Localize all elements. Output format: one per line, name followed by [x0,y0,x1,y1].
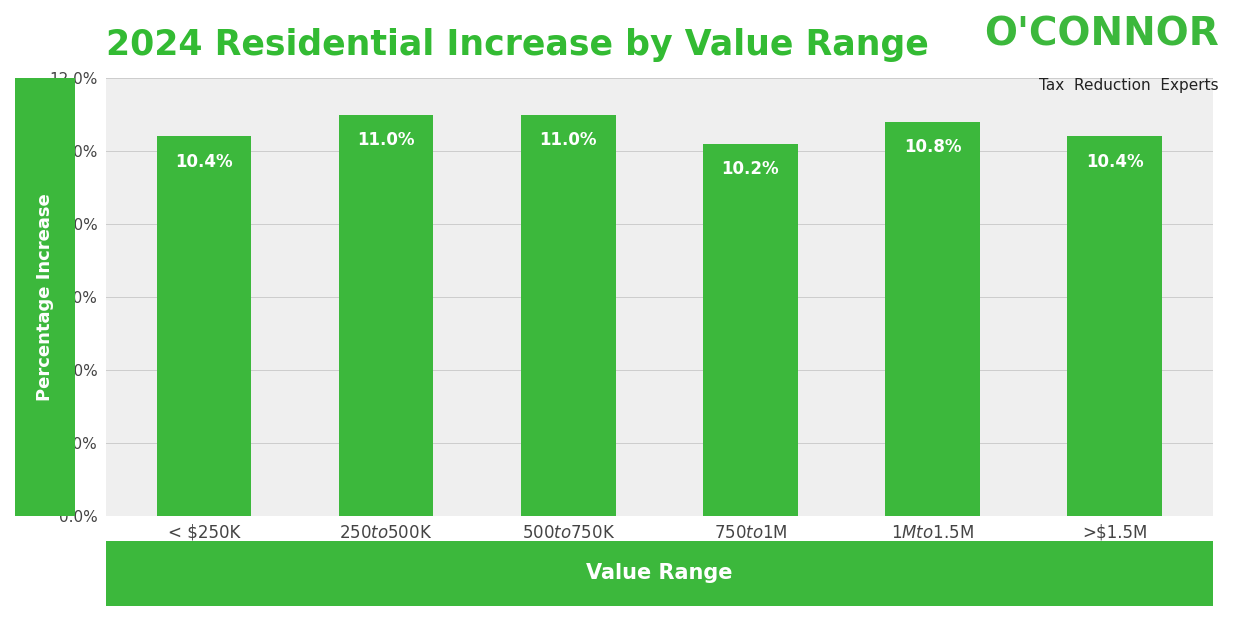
Bar [521,114,616,516]
Bar [885,122,980,516]
Text: 2024 Residential Increase by Value Range: 2024 Residential Increase by Value Range [106,28,929,62]
Text: 10.8%: 10.8% [904,138,961,156]
Text: Value Range: Value Range [586,564,732,584]
Text: 11.0%: 11.0% [357,131,415,149]
Text: Percentage Increase: Percentage Increase [36,193,54,401]
Bar [339,114,434,516]
Text: 10.4%: 10.4% [1086,153,1144,171]
Bar [703,144,798,516]
Bar [156,136,251,516]
Text: O'CONNOR: O'CONNOR [984,16,1219,54]
Bar [1068,136,1162,516]
Text: 11.0%: 11.0% [540,131,598,149]
Text: 10.2%: 10.2% [721,160,779,178]
Text: 10.4%: 10.4% [175,153,232,171]
Text: Tax  Reduction  Experts: Tax Reduction Experts [1039,78,1219,93]
